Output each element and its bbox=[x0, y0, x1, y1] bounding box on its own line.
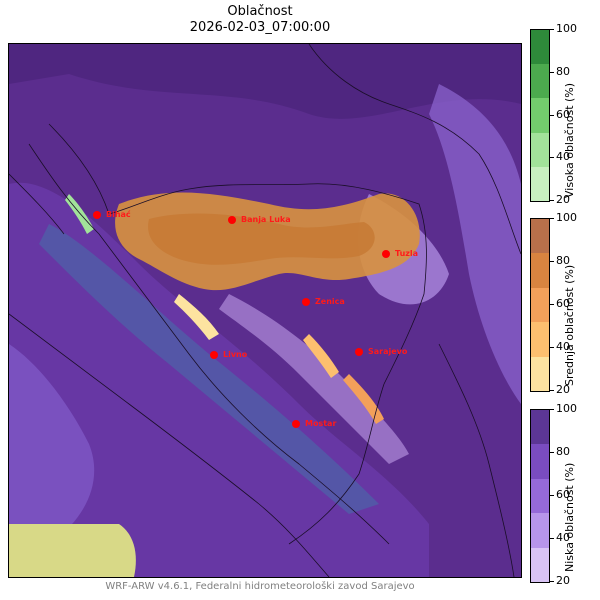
city-marker-zenica: Zenica bbox=[302, 297, 345, 306]
colorbar-tick-label: 60 bbox=[556, 488, 570, 501]
city-label-banja-luka: Banja Luka bbox=[241, 215, 291, 224]
colorbar-tick-label: 20 bbox=[556, 383, 570, 396]
country-border-4 bbox=[438, 343, 515, 577]
map-title: Oblačnost bbox=[227, 4, 293, 19]
colorbar-mid-label: Srednja oblačnost (%) bbox=[563, 264, 576, 386]
colorbar-segment bbox=[531, 166, 549, 201]
country-border-2 bbox=[28, 143, 390, 545]
colorbar-tick bbox=[550, 452, 554, 453]
colorbar-tick-label: 80 bbox=[556, 64, 570, 78]
mid-cloud-streak-3 bbox=[343, 374, 384, 424]
low-cloud-region-north bbox=[9, 44, 521, 119]
colorbar-segment bbox=[531, 30, 549, 65]
city-label-livno: Livno bbox=[223, 350, 248, 359]
colorbar-tick bbox=[550, 71, 554, 73]
city-marker-bihac: Bihać bbox=[93, 209, 131, 219]
footer-credit: WRF-ARW v4.6.1, Federalni hidrometeorolo… bbox=[105, 581, 415, 592]
colorbar-tick-label: 20 bbox=[556, 193, 570, 206]
low-cloud-region-east bbox=[429, 84, 521, 404]
coastline-1 bbox=[9, 173, 65, 235]
coastline-2 bbox=[9, 313, 330, 577]
colorbar-segment bbox=[531, 64, 549, 99]
map-datetime: 2026-02-03_07:00:00 bbox=[189, 20, 331, 35]
colorbar-tick-label: 100 bbox=[556, 211, 577, 224]
colorbar-tick-label: 20 bbox=[556, 574, 570, 587]
city-label-bihac: Bihać bbox=[106, 209, 131, 219]
mid-cloud-core bbox=[148, 213, 375, 265]
colorbar-tick-label: 100 bbox=[556, 402, 577, 415]
colorbar-high-label: Visoka oblačnost (%) bbox=[563, 82, 576, 198]
colorbar-tick-label: 60 bbox=[556, 297, 570, 310]
country-border-1 bbox=[48, 123, 427, 545]
high-cloud-region-south bbox=[9, 524, 136, 577]
colorbar-segment bbox=[531, 219, 549, 254]
colorbar-tick-label: 80 bbox=[556, 445, 570, 458]
colorbar-tick bbox=[550, 29, 554, 30]
map-canvas: Bihać Banja Luka Tuzla Zenica Sarajevo L… bbox=[9, 44, 521, 577]
colorbar-tick bbox=[550, 304, 554, 305]
colorbar-tick bbox=[550, 390, 554, 391]
colorbar-tick-label: 40 bbox=[556, 340, 570, 353]
colorbar-tick-label: 80 bbox=[556, 254, 570, 267]
city-label-tuzla: Tuzla bbox=[395, 249, 418, 258]
colorbar-segment bbox=[531, 513, 549, 548]
colorbar-segment bbox=[531, 547, 549, 582]
city-label-mostar: Mostar bbox=[305, 419, 336, 428]
city-label-zenica: Zenica bbox=[315, 297, 345, 306]
colorbar-tick bbox=[550, 218, 554, 219]
colorbar-segment bbox=[531, 98, 549, 133]
colorbar-tick-label: 100 bbox=[556, 22, 577, 35]
colorbar-tick bbox=[550, 409, 554, 410]
colorbar-segment bbox=[531, 444, 549, 479]
colorbar-tick bbox=[550, 495, 554, 496]
colorbar-segment bbox=[531, 478, 549, 514]
colorbar-segment bbox=[531, 322, 549, 357]
cloud-cover-map: Bihać Banja Luka Tuzla Zenica Sarajevo L… bbox=[8, 43, 522, 578]
country-border-3 bbox=[308, 44, 521, 255]
colorbar-mid bbox=[530, 218, 550, 392]
colorbar-segment bbox=[531, 132, 549, 167]
colorbar-high bbox=[530, 29, 550, 202]
colorbar-tick bbox=[550, 347, 554, 348]
colorbar-low-label: Niska oblačnost (%) bbox=[563, 462, 576, 572]
city-marker-banja-luka: Banja Luka bbox=[228, 215, 291, 224]
coastal-band bbox=[39, 224, 379, 514]
colorbar-tick bbox=[550, 157, 554, 159]
colorbar-tick bbox=[550, 261, 554, 262]
colorbar-tick bbox=[550, 581, 554, 582]
colorbar-tick bbox=[550, 538, 554, 539]
colorbar-tick-label: 60 bbox=[556, 107, 570, 121]
low-cloud-streak bbox=[219, 294, 409, 464]
colorbar-low bbox=[530, 409, 550, 583]
low-cloud-region-west bbox=[9, 344, 95, 564]
colorbar-segment bbox=[531, 356, 549, 391]
city-marker-livno: Livno bbox=[210, 350, 248, 359]
colorbar-tick bbox=[550, 114, 554, 116]
city-marker-sarajevo: Sarajevo bbox=[355, 347, 408, 356]
mid-cloud-streak-2 bbox=[303, 334, 339, 378]
colorbar-tick-label: 40 bbox=[556, 150, 570, 164]
colorbar-tick-label: 40 bbox=[556, 531, 570, 544]
city-label-sarajevo: Sarajevo bbox=[368, 347, 408, 356]
city-marker-mostar: Mostar bbox=[292, 419, 336, 428]
mid-cloud-streak-1 bbox=[174, 294, 219, 340]
colorbar-segment bbox=[531, 410, 549, 445]
colorbar-segment bbox=[531, 253, 549, 288]
city-marker-tuzla: Tuzla bbox=[382, 249, 418, 258]
colorbar-tick bbox=[550, 200, 554, 201]
colorbar-segment bbox=[531, 287, 549, 323]
